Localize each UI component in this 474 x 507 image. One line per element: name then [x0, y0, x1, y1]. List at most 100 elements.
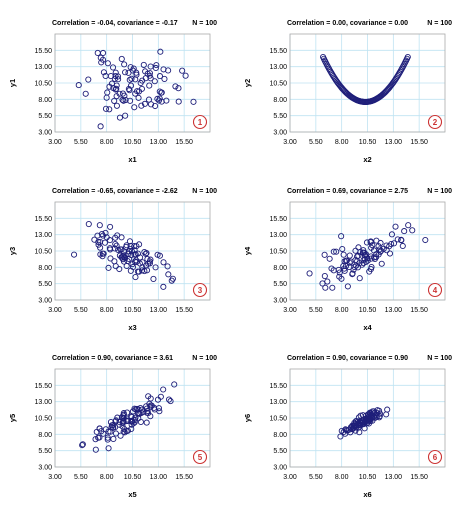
x-tick-label: 15.50: [175, 307, 193, 314]
data-point: [340, 251, 347, 258]
x-axis-label: x1: [128, 155, 136, 164]
data-point: [141, 100, 148, 107]
x-tick-label: 10.50: [124, 139, 142, 146]
data-point: [143, 267, 151, 274]
y-tick-label: 8.00: [273, 265, 287, 272]
data-point: [120, 258, 128, 265]
data-point: [142, 68, 149, 75]
data-point: [134, 88, 141, 95]
y-tick-label: 10.50: [34, 81, 52, 88]
data-point: [79, 441, 86, 448]
n-label: N = 100: [192, 355, 217, 362]
data-point: [122, 112, 129, 119]
data-point: [104, 436, 111, 443]
data-point: [126, 256, 133, 263]
x-tick-label: 10.50: [359, 139, 377, 146]
x-axis-label: x4: [363, 323, 372, 332]
data-point: [120, 428, 127, 435]
data-point: [360, 260, 367, 267]
x-tick-label: 13.00: [150, 474, 168, 481]
plot-frame: [54, 368, 211, 468]
data-point: [329, 284, 336, 291]
data-point: [383, 242, 390, 249]
data-point: [356, 429, 363, 436]
data-point: [158, 89, 165, 96]
data-point: [330, 248, 337, 255]
x-axis-label: x2: [363, 155, 371, 164]
y-axis-label: y5: [8, 414, 17, 422]
data-point: [124, 409, 131, 416]
data-point: [133, 257, 140, 264]
y-tick-label: 3.00: [38, 130, 52, 137]
plot-frame: [289, 33, 446, 133]
data-point: [131, 104, 138, 111]
data-point: [373, 409, 381, 416]
panel-number-badge: [427, 449, 443, 465]
data-point: [168, 277, 175, 284]
x-tick-label: 3.00: [283, 307, 297, 314]
y-tick-label: 13.00: [34, 232, 52, 239]
data-point: [338, 427, 345, 434]
x-tick-label: 5.50: [309, 139, 323, 146]
data-point: [111, 258, 118, 265]
data-point: [324, 278, 331, 285]
data-point: [131, 405, 138, 412]
data-point: [114, 414, 121, 421]
data-point: [112, 240, 119, 248]
data-point: [346, 252, 353, 259]
x-tick-label: 10.50: [359, 474, 377, 481]
data-point: [359, 249, 367, 256]
y-tick-label: 13.00: [269, 64, 287, 71]
data-point: [116, 252, 123, 259]
data-point: [164, 263, 171, 270]
data-point: [383, 411, 390, 418]
data-point: [165, 67, 172, 74]
y-axis-label: y6: [243, 414, 252, 422]
data-point: [128, 418, 135, 425]
data-point: [336, 273, 343, 280]
correlation-label: Correlation = 0.00, covariance = 0.00: [287, 20, 408, 27]
data-point: [134, 250, 141, 257]
y-tick-label: 8.00: [273, 432, 287, 439]
y-axis-label: y3: [8, 247, 17, 255]
data-point: [147, 101, 155, 108]
data-point: [154, 251, 161, 258]
data-point: [375, 243, 382, 250]
y-tick-label: 13.00: [269, 232, 287, 239]
data-point: [133, 71, 140, 78]
data-point: [165, 396, 173, 403]
data-point: [135, 94, 142, 101]
data-point: [342, 426, 349, 433]
data-point: [138, 85, 145, 92]
data-point: [337, 433, 344, 440]
data-point: [156, 95, 163, 102]
x-tick-label: 3.00: [48, 474, 62, 481]
y-tick-label: 10.50: [269, 416, 287, 423]
data-point: [120, 97, 127, 104]
data-point: [326, 255, 333, 262]
data-point: [160, 386, 167, 393]
data-point: [363, 239, 371, 246]
y-tick-label: 3.00: [38, 465, 52, 472]
plot-frame: [289, 368, 446, 468]
x-tick-label: 3.00: [48, 139, 62, 146]
data-point: [116, 114, 123, 121]
y-tick-label: 5.50: [38, 448, 52, 455]
x-tick-label: 15.50: [175, 139, 193, 146]
correlation-label: Correlation = -0.04, covariance = -0.17: [52, 20, 178, 27]
data-point: [113, 85, 120, 92]
data-point: [128, 421, 135, 428]
data-point: [157, 48, 164, 55]
data-point: [109, 424, 117, 431]
data-point: [339, 245, 346, 253]
data-point: [147, 395, 154, 402]
data-point: [113, 102, 120, 109]
data-point: [356, 260, 363, 267]
data-point: [112, 234, 119, 241]
x-tick-label: 13.00: [385, 474, 403, 481]
x-tick-label: 15.50: [410, 474, 428, 481]
panel-number: 2: [433, 118, 438, 127]
data-point: [150, 275, 157, 283]
n-label: N = 100: [427, 20, 452, 27]
x-tick-label: 10.50: [124, 474, 142, 481]
